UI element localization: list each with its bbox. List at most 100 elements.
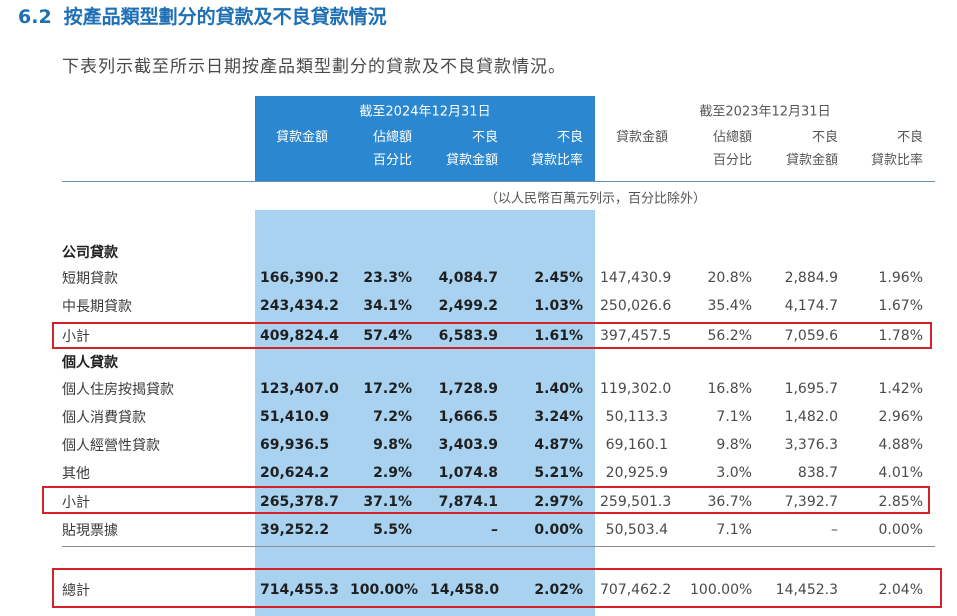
cell-prior-npl-amount: 1,482.0 [784, 409, 838, 425]
row-label: 個人經營性貸款 [62, 438, 160, 454]
row-label: 個人消費貸款 [62, 410, 146, 426]
cell-current-percent: 37.1% [363, 494, 412, 510]
cell-current-npl-amount: 1,074.8 [438, 465, 498, 481]
cell-current-npl-ratio: 3.24% [534, 409, 583, 425]
cell-current-amount: 51,410.9 [260, 409, 330, 425]
cell-prior-npl-amount: 2,884.9 [784, 270, 838, 286]
cell-prior-npl-ratio: 1.96% [878, 270, 923, 286]
cell-prior-amount: 50,113.3 [605, 409, 668, 425]
cell-prior-amount: 147,430.9 [600, 270, 672, 286]
section-label: 公司貸款 [62, 245, 118, 261]
row-label: 中長期貸款 [62, 299, 132, 315]
cell-current-percent: 2.9% [373, 465, 412, 481]
cell-current-npl-ratio: 0.00% [534, 522, 583, 538]
current-period-column-bg [255, 210, 595, 616]
cell-prior-amount: 250,026.6 [600, 298, 672, 314]
cell-prior-amount: 707,462.2 [600, 582, 672, 598]
cell-prior-amount: 119,302.0 [600, 381, 672, 397]
cell-prior-percent: 9.8% [716, 437, 752, 453]
cell-current-amount: 714,455.3 [260, 582, 339, 598]
row-label: 總計 [62, 583, 90, 599]
cell-current-npl-ratio: 2.02% [534, 582, 583, 598]
cell-prior-percent: 7.1% [716, 409, 752, 425]
cell-prior-amount: 397,457.5 [600, 328, 672, 344]
cell-prior-npl-ratio: 4.88% [878, 437, 923, 453]
highlight-box-retail-subtotal [42, 486, 930, 514]
row-medium-long-term-loans: 中長期貸款 243,434.2 34.1% 2,499.2 1.03% 250,026.6… [0, 292, 957, 320]
cell-current-amount: 69,936.5 [260, 437, 330, 453]
cell-prior-percent: 3.0% [716, 465, 752, 481]
total-divider [62, 546, 935, 547]
col-header-current-amount: 貸款金額 [275, 130, 328, 145]
cell-current-npl-amount: 2,499.2 [438, 298, 498, 314]
cell-prior-amount: 69,160.1 [605, 437, 668, 453]
cell-current-amount: 123,407.0 [260, 381, 339, 397]
cell-prior-amount: 259,501.3 [600, 494, 672, 510]
cell-current-amount: 20,624.2 [260, 465, 330, 481]
cell-current-percent: 7.2% [373, 409, 412, 425]
col-header-prior-percent: 佔總額 百分比 [712, 130, 752, 168]
cell-prior-npl-ratio: 1.42% [878, 381, 923, 397]
section-header-retail: 個人貸款 [0, 348, 957, 376]
cell-current-amount: 166,390.2 [260, 270, 339, 286]
section-label: 個人貸款 [62, 355, 118, 371]
row-label: 其他 [62, 466, 90, 482]
cell-current-amount: 409,824.4 [260, 328, 339, 344]
cell-prior-npl-amount: 14,452.3 [775, 582, 838, 598]
cell-current-amount: 243,434.2 [260, 298, 339, 314]
col-header-prior-amount: 貸款金額 [615, 130, 668, 145]
cell-current-npl-amount: 14,458.0 [430, 582, 500, 598]
cell-prior-npl-ratio: 1.78% [878, 328, 923, 344]
highlight-box-grand-total [52, 568, 942, 608]
unit-note: （以人民幣百萬元列示，百分比除外） [485, 191, 707, 207]
cell-current-npl-ratio: 2.45% [534, 270, 583, 286]
cell-current-npl-amount: – [491, 522, 498, 538]
cell-prior-npl-ratio: 2.04% [878, 582, 923, 598]
cell-current-percent: 9.8% [373, 437, 412, 453]
row-label: 小計 [62, 495, 90, 511]
col-header-current-percent: 佔總額 百分比 [372, 130, 412, 168]
current-period-header-bg [255, 96, 595, 182]
cell-prior-percent: 35.4% [707, 298, 752, 314]
section-number: 6.2 [18, 6, 52, 28]
row-corporate-subtotal: 小計 409,824.4 57.4% 6,583.9 1.61% 397,457.5 56.… [0, 322, 957, 350]
col-header-current-npl-amount: 不良 貸款金額 [445, 130, 498, 168]
cell-current-percent: 23.3% [363, 270, 412, 286]
cell-current-npl-ratio: 2.97% [534, 494, 583, 510]
cell-prior-amount: 50,503.4 [605, 522, 668, 538]
cell-current-percent: 100.00% [350, 582, 419, 598]
cell-current-npl-ratio: 1.61% [534, 328, 583, 344]
cell-prior-npl-amount: 1,695.7 [784, 381, 838, 397]
cell-current-npl-ratio: 5.21% [534, 465, 583, 481]
cell-current-npl-amount: 1,666.5 [438, 409, 498, 425]
current-period-label: 截至2024年12月31日 [359, 104, 491, 120]
cell-prior-percent: 56.2% [707, 328, 752, 344]
cell-prior-amount: 20,925.9 [605, 465, 668, 481]
col-header-current-npl-ratio: 不良 貸款比率 [530, 130, 583, 168]
cell-current-npl-amount: 6,583.9 [438, 328, 498, 344]
cell-prior-npl-amount: 7,392.7 [784, 494, 838, 510]
row-label: 小計 [62, 329, 90, 345]
cell-prior-percent: 7.1% [716, 522, 752, 538]
row-retail-subtotal: 小計 265,378.7 37.1% 7,874.1 2.97% 259,501.3 36.… [0, 488, 957, 516]
cell-current-npl-ratio: 1.03% [534, 298, 583, 314]
cell-prior-percent: 16.8% [707, 381, 752, 397]
cell-current-npl-ratio: 1.40% [534, 381, 583, 397]
unit-note-row: （以人民幣百萬元列示，百分比除外） [0, 183, 957, 211]
prior-period-label: 截至2023年12月31日 [699, 104, 831, 120]
row-other-loans: 其他 20,624.2 2.9% 1,074.8 5.21% 20,925.9 3.0% 83… [0, 459, 957, 487]
cell-current-amount: 265,378.7 [260, 494, 339, 510]
highlight-box-corporate-subtotal [52, 322, 932, 349]
cell-prior-npl-amount: 4,174.7 [784, 298, 838, 314]
col-header-prior-npl-amount: 不良 貸款金額 [785, 130, 838, 168]
cell-prior-npl-amount: 7,059.6 [784, 328, 838, 344]
cell-current-percent: 34.1% [363, 298, 412, 314]
section-heading: 6.2 按產品類型劃分的貸款及不良貸款情況 [18, 2, 387, 29]
cell-current-npl-ratio: 4.87% [534, 437, 583, 453]
cell-prior-percent: 20.8% [707, 270, 752, 286]
row-grand-total: 總計 714,455.3 100.00% 14,458.0 2.02% 707,462.2… [0, 575, 957, 605]
cell-current-amount: 39,252.2 [260, 522, 330, 538]
cell-prior-npl-amount: – [831, 522, 838, 538]
row-mortgage-loans: 個人住房按揭貸款 123,407.0 17.2% 1,728.9 1.40% 119,30… [0, 375, 957, 403]
cell-prior-npl-ratio: 2.96% [878, 409, 923, 425]
